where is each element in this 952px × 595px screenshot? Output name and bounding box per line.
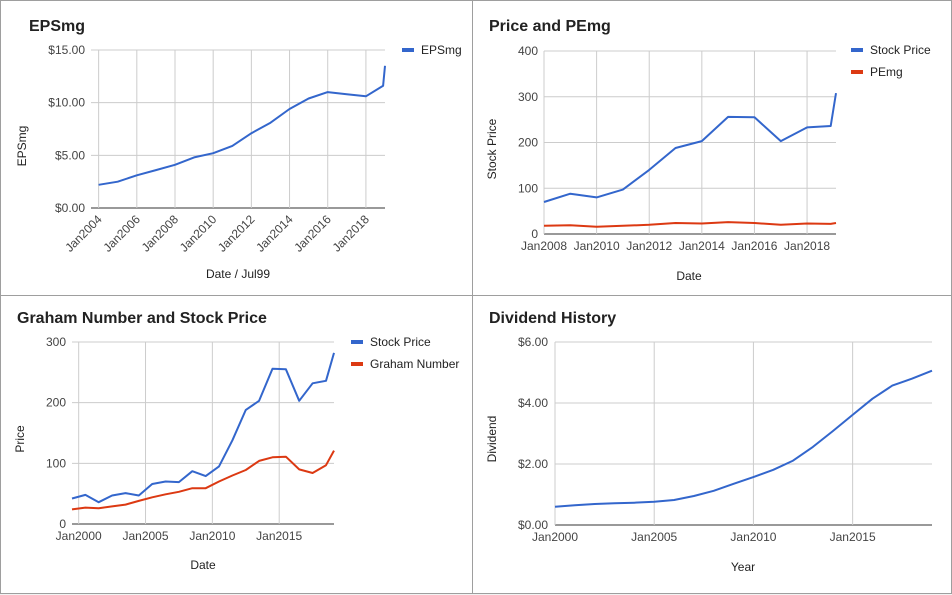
x-axis-label: Date: [676, 269, 702, 283]
legend-swatch: [402, 48, 414, 52]
graham-price-chart: Graham Number and Stock Price 0 100 200 300 J…: [13, 310, 459, 572]
x-tick-label: Jan2010: [574, 239, 620, 253]
x-tick-label: Jan2005: [122, 529, 168, 543]
x-tick-label: Jan2010: [189, 529, 235, 543]
x-tick-label: Jan2016: [291, 212, 334, 255]
x-tick-label: Jan2000: [532, 530, 578, 544]
series-line-epsmg: [98, 65, 386, 186]
y-tick-label: 0: [531, 227, 538, 241]
series-line-stock-price: [543, 92, 837, 203]
x-tick-label: Jan2014: [253, 212, 296, 255]
x-tick-label: Jan2018: [784, 239, 830, 253]
x-tick-label: Jan2015: [256, 529, 302, 543]
x-tick-label: Jan2004: [62, 212, 105, 255]
x-tick-label: Jan2014: [679, 239, 725, 253]
eps-chart: EPSmg$0.00$5.00$10.00$15.00Jan2004Jan200…: [15, 18, 462, 281]
legend-label: Stock Price: [870, 43, 931, 57]
x-tick-label: Jan2006: [100, 212, 143, 255]
dividend-chart-panel: Dividend History $0.00 $2.00 $4.00 $6.00 Jan2…: [472, 295, 952, 594]
x-axis-label: Year: [731, 560, 755, 574]
x-tick-label: Jan2005: [631, 530, 677, 544]
y-tick-label: 0: [59, 517, 66, 531]
legend-label: Graham Number: [370, 357, 459, 371]
x-tick-label: Jan2008: [521, 239, 567, 253]
dividend-history-chart: Dividend History $0.00 $2.00 $4.00 $6.00 Jan2…: [485, 310, 933, 574]
y-axis-label: Price: [13, 425, 27, 453]
legend-label: PEmg: [870, 65, 903, 79]
legend-label: Stock Price: [370, 335, 431, 349]
y-tick-label: $15.00: [48, 43, 85, 57]
price-pe-chart-panel: Price and PEmg 0 100 200 300 400 Jan2008 Jan201…: [472, 0, 952, 296]
x-tick-label: Jan2010: [730, 530, 776, 544]
y-tick-label: 200: [46, 396, 66, 410]
legend-swatch: [351, 340, 363, 344]
series-line-pemg: [543, 221, 837, 228]
y-axis-label: EPSmg: [15, 126, 29, 167]
legend-swatch: [851, 48, 863, 52]
y-tick-label: $0.00: [55, 201, 85, 215]
graham-chart-panel: Graham Number and Stock Price 0 100 200 300 J…: [0, 295, 473, 594]
y-tick-label: $5.00: [55, 148, 85, 162]
x-tick-label: Jan2008: [139, 212, 182, 255]
y-tick-label: $4.00: [518, 396, 548, 410]
x-tick-label: Jan2018: [330, 212, 373, 255]
x-tick-label: Jan2012: [626, 239, 672, 253]
series-line-graham-number: [71, 450, 335, 511]
legend-swatch: [351, 362, 363, 366]
price-pe-chart: Price and PEmg 0 100 200 300 400 Jan2008 Jan201…: [485, 18, 931, 283]
series-line-stock-price: [71, 352, 335, 504]
legend-swatch: [851, 70, 863, 74]
series-line-dividend: [554, 369, 933, 508]
y-tick-label: $6.00: [518, 335, 548, 349]
x-tick-label: Jan2000: [56, 529, 102, 543]
chart-title: Price and PEmg: [489, 18, 611, 35]
chart-title: Dividend History: [489, 310, 616, 327]
x-tick-label: Jan2010: [177, 212, 220, 255]
y-tick-label: $0.00: [518, 518, 548, 532]
x-tick-label: Jan2015: [830, 530, 876, 544]
y-axis-label: Stock Price: [485, 118, 499, 179]
chart-title: EPSmg: [29, 18, 85, 35]
y-tick-label: 300: [46, 335, 66, 349]
chart-title: Graham Number and Stock Price: [17, 310, 267, 327]
y-tick-label: $10.00: [48, 96, 85, 110]
eps-chart-panel: EPSmg $0.00 $5.00 $10.00 $15.00 Jan2004 Jan200…: [0, 0, 473, 296]
x-tick-label: Jan2012: [215, 212, 258, 255]
x-axis-label: Date: [190, 558, 216, 572]
legend-label: EPSmg: [421, 43, 462, 57]
x-axis-label: Date / Jul99: [206, 267, 270, 281]
y-axis-label: Dividend: [485, 416, 499, 463]
y-tick-label: 200: [518, 136, 538, 150]
y-tick-label: 100: [46, 456, 66, 470]
x-tick-label: Jan2016: [731, 239, 777, 253]
y-tick-label: $2.00: [518, 457, 548, 471]
y-tick-label: 400: [518, 44, 538, 58]
y-tick-label: 300: [518, 90, 538, 104]
y-tick-label: 100: [518, 181, 538, 195]
